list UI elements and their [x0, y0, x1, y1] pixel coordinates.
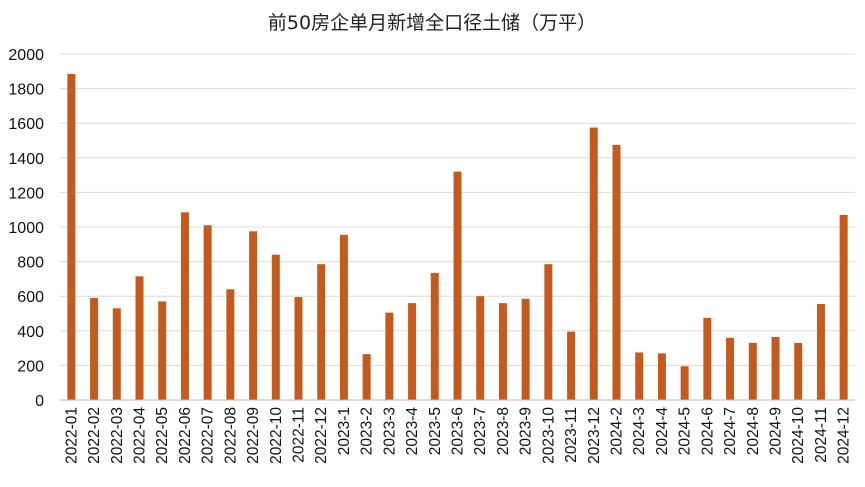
x-tick-label: 2024-6	[699, 407, 716, 455]
bar	[771, 336, 780, 400]
x-tick-label: 2024-7	[722, 407, 739, 455]
x-tick-label: 2024-8	[745, 407, 762, 455]
x-tick-label: 2024-2	[609, 407, 626, 455]
x-tick-label: 2022-02	[86, 407, 103, 464]
x-tick-label: 2022-08	[222, 407, 239, 464]
bar	[294, 297, 303, 400]
x-tick-label: 2024-5	[677, 407, 694, 455]
x-tick-label: 2023-10	[540, 407, 557, 464]
y-tick-label: 400	[17, 324, 44, 341]
x-tick-label: 2024-3	[631, 407, 648, 455]
x-tick-label: 2023-2	[359, 407, 376, 455]
bar	[748, 342, 757, 400]
bar	[794, 342, 803, 400]
x-tick-label: 2023-9	[518, 407, 535, 455]
x-tick-label: 2024-12	[836, 407, 853, 464]
bar	[521, 298, 530, 400]
x-tick-label: 2022-07	[200, 407, 217, 464]
x-tick-label: 2023-4	[404, 407, 421, 456]
bar	[635, 352, 644, 400]
bar	[112, 308, 121, 400]
x-axis-ticks: 2022-01 2022-02 2022-03 2022-04 2022-05 2022-…	[63, 407, 852, 464]
x-tick-label: 2023-3	[381, 407, 398, 455]
bar	[67, 73, 76, 401]
bar	[430, 272, 439, 400]
bar	[317, 264, 326, 400]
x-tick-label: 2023-1	[336, 407, 353, 455]
bar	[135, 276, 144, 400]
x-tick-label: 2023-6	[450, 407, 467, 455]
x-tick-label: 2022-06	[177, 407, 194, 464]
y-tick-label: 2000	[8, 47, 44, 64]
x-tick-label: 2024-10	[790, 407, 807, 464]
y-tick-label: 600	[17, 289, 44, 306]
bar	[476, 296, 485, 400]
y-tick-label: 200	[17, 358, 44, 375]
y-tick-label: 1600	[8, 116, 44, 133]
x-tick-label: 2022-05	[154, 407, 171, 464]
x-tick-label: 2023-7	[472, 407, 489, 455]
bar	[271, 254, 280, 400]
bar	[362, 354, 371, 400]
bar	[453, 171, 462, 400]
bar	[226, 289, 235, 400]
y-tick-label: 0	[35, 393, 44, 410]
bar	[249, 231, 258, 400]
y-tick-label: 800	[17, 255, 44, 272]
bar	[385, 312, 394, 400]
bar	[657, 353, 666, 400]
y-tick-label: 1200	[8, 185, 44, 202]
bar	[90, 297, 99, 400]
y-tick-label: 1000	[8, 220, 44, 237]
bar	[544, 264, 553, 400]
chart-title: 前50房企单月新增全口径土储（万平）	[268, 12, 596, 34]
bar	[589, 127, 598, 401]
bar	[726, 337, 735, 400]
x-tick-label: 2023-8	[495, 407, 512, 455]
y-tick-label: 1800	[8, 82, 44, 99]
x-tick-label: 2023-5	[427, 407, 444, 455]
x-tick-label: 2024-11	[813, 407, 830, 463]
x-tick-label: 2022-11	[291, 407, 308, 463]
bar	[567, 331, 576, 400]
y-tick-label: 1400	[8, 151, 44, 168]
x-tick-label: 2022-12	[313, 407, 330, 464]
x-tick-label: 2024-4	[654, 407, 671, 456]
bar	[180, 212, 189, 400]
bar	[498, 303, 507, 400]
x-tick-label: 2023-12	[586, 407, 603, 464]
x-tick-label: 2023-11	[563, 407, 580, 463]
bar	[680, 366, 689, 400]
x-tick-label: 2022-01	[63, 407, 80, 464]
bar	[703, 317, 712, 400]
bar	[816, 303, 825, 400]
bar	[612, 144, 621, 400]
bar	[203, 225, 212, 400]
x-tick-label: 2022-09	[245, 407, 262, 464]
bar	[158, 301, 167, 400]
bar	[839, 214, 848, 400]
bar	[339, 234, 348, 400]
x-tick-label: 2024-9	[768, 407, 785, 455]
x-tick-label: 2022-03	[109, 407, 126, 464]
bars	[67, 73, 848, 401]
x-tick-label: 2022-10	[268, 407, 285, 464]
bar	[408, 303, 417, 400]
x-tick-label: 2022-04	[132, 407, 149, 464]
y-axis-ticks: 0 200 400 600 800 1000 1200 1400 1600 1800 2000	[8, 47, 44, 410]
